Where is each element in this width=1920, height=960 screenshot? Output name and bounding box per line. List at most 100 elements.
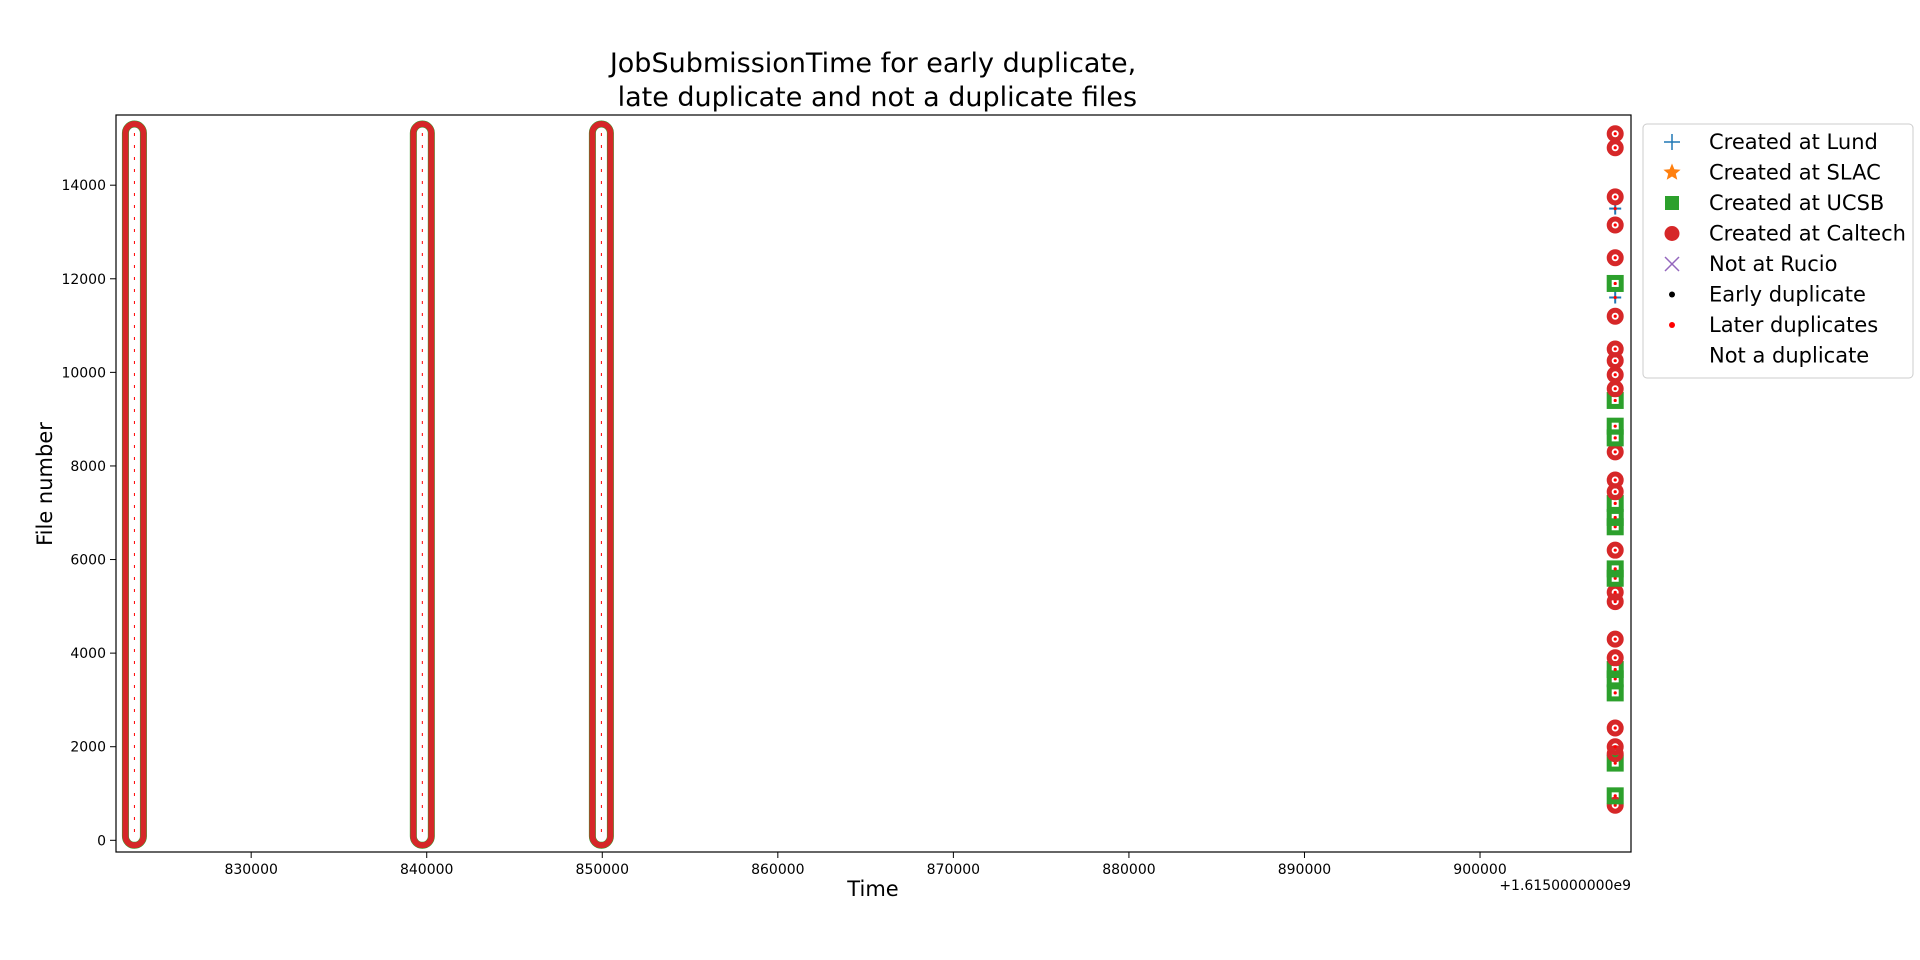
y-tick-label: 0	[97, 833, 106, 849]
data-point-dup	[1613, 726, 1617, 730]
data-point-dup	[1613, 576, 1617, 580]
data-point-dup	[1613, 745, 1617, 749]
data-point	[1606, 518, 1624, 536]
data-point-dup	[1613, 794, 1617, 798]
data-point	[1606, 593, 1624, 611]
data-point-dup	[1613, 656, 1617, 660]
x-offset-label: +1.6150000000e9	[1499, 878, 1631, 894]
x-tick-label: 880000	[1102, 862, 1155, 878]
data-point	[1606, 719, 1624, 737]
data-point-dup	[1613, 515, 1617, 520]
legend-label: Created at SLAC	[1709, 161, 1881, 185]
y-tick-label: 4000	[70, 646, 106, 662]
data-point-dup	[1613, 436, 1617, 440]
data-point	[1606, 249, 1624, 267]
y-tick-label: 6000	[70, 553, 106, 569]
data-point-dup	[1613, 691, 1617, 695]
data-point-dup	[1613, 195, 1617, 199]
legend-box	[1642, 123, 1914, 379]
legend-marker-star-icon	[1663, 163, 1681, 180]
data-point-dup	[1613, 667, 1617, 672]
data-point-dup	[1613, 501, 1617, 505]
x-axis-label: Time	[846, 877, 898, 901]
x-tick-label: 860000	[751, 862, 804, 878]
data-point-dup	[1613, 450, 1617, 454]
data-point	[1606, 541, 1624, 559]
data-point-dup	[1613, 146, 1617, 150]
data-point-dup	[1613, 223, 1617, 227]
data-point	[1606, 738, 1624, 756]
data-point	[1606, 754, 1624, 772]
legend: Created at Lund Created at SLAC Created at…	[1642, 123, 1914, 379]
y-tick-label: 14000	[61, 178, 106, 194]
x-tick-label: 840000	[400, 862, 453, 878]
x-tick-label: 850000	[576, 862, 629, 878]
data-column	[589, 121, 614, 849]
y-tick-label: 2000	[70, 740, 106, 756]
data-point	[1606, 274, 1624, 292]
y-tick-label: 12000	[61, 272, 106, 288]
data-point-dup	[1613, 132, 1617, 136]
data-point-dup	[1613, 600, 1617, 604]
data-point-dup	[1613, 373, 1617, 377]
legend-marker-circle-icon	[1664, 226, 1680, 241]
data-point-dup	[1613, 281, 1617, 286]
legend-label: Not at Rucio	[1709, 252, 1837, 276]
y-axis-label: File number	[33, 422, 57, 546]
legend-label: Later duplicates	[1709, 313, 1878, 337]
legend-marker-dot-icon	[1669, 322, 1675, 328]
data-point-dup	[1613, 490, 1617, 494]
data-point-dup	[1613, 548, 1617, 552]
legend-label: Created at Caltech	[1709, 222, 1906, 246]
legend-label: Created at Lund	[1709, 130, 1878, 154]
data-point-dup	[1613, 295, 1617, 300]
data-point-dup	[1613, 637, 1617, 641]
data-point	[1606, 471, 1624, 489]
data-point	[1606, 188, 1624, 206]
data-point	[1606, 569, 1624, 587]
data-point-dup	[1613, 314, 1617, 318]
legend-label: Early duplicate	[1709, 283, 1866, 307]
data-point	[1606, 670, 1624, 688]
legend-marker-square-icon	[1665, 196, 1679, 210]
data-point	[1606, 307, 1624, 325]
legend-label: Created at UCSB	[1709, 191, 1884, 215]
data-point	[1606, 125, 1624, 143]
data-point-dup	[1613, 803, 1617, 807]
data-point-dup	[1613, 424, 1617, 428]
data-column	[410, 121, 435, 849]
data-column	[122, 121, 147, 849]
chart-title-line2: late duplicate and not a duplicate files	[609, 82, 1137, 113]
legend-marker-x-icon	[1664, 256, 1680, 272]
y-tick-label: 10000	[61, 365, 106, 381]
data-point-dup	[1613, 677, 1617, 681]
data-point	[1606, 216, 1624, 234]
data-point	[1606, 417, 1624, 435]
x-tick-label: 890000	[1278, 862, 1331, 878]
axes-frame	[115, 114, 1632, 853]
data-point-dup	[1613, 347, 1617, 351]
data-point-dup	[1613, 359, 1617, 363]
data-point	[1606, 340, 1624, 358]
data-point	[1606, 649, 1624, 667]
x-tick-label: 830000	[224, 862, 277, 878]
data-point-dup	[1613, 567, 1617, 571]
data-point-dup	[1613, 525, 1617, 529]
data-point-dup	[1613, 256, 1617, 260]
y-tick-label: 8000	[70, 459, 106, 475]
legend-label: Not a duplicate	[1709, 344, 1869, 368]
data-point	[1606, 796, 1624, 814]
data-point	[1606, 787, 1624, 805]
data-point-dup	[1613, 387, 1617, 391]
x-tick-label: 900000	[1453, 862, 1506, 878]
plot-area: 830000 840000 850000 860000 870000 880000 8900…	[61, 114, 1632, 878]
data-point-dup	[1613, 478, 1617, 482]
legend-marker-dot-icon	[1669, 291, 1675, 298]
data-point-dup	[1613, 206, 1617, 211]
chart-title-line1: JobSubmissionTime for early duplicate,	[608, 48, 1136, 79]
data-point	[1606, 630, 1624, 648]
x-tick-label: 870000	[927, 862, 980, 878]
data-point	[1606, 560, 1624, 578]
